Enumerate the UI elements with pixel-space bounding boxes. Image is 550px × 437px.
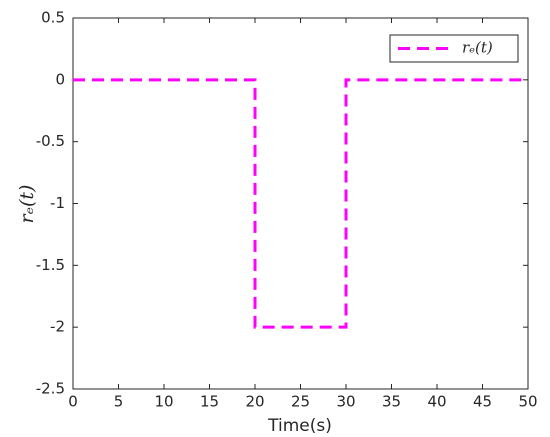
y-tick-label: -2 bbox=[50, 318, 65, 336]
y-axis-label: rₑ(t) bbox=[16, 185, 38, 224]
x-tick-label: 20 bbox=[245, 393, 264, 411]
x-tick-label: 5 bbox=[114, 393, 124, 411]
x-tick-label: 40 bbox=[427, 393, 446, 411]
legend-label: rₑ(t) bbox=[462, 39, 493, 57]
x-tick-label: 50 bbox=[518, 393, 537, 411]
x-axis-label: Time(s) bbox=[267, 416, 332, 436]
y-tick-label: 0 bbox=[55, 70, 65, 88]
y-tick-label: -2.5 bbox=[36, 380, 65, 398]
y-tick-label: -1 bbox=[50, 194, 65, 212]
x-tick-label: 0 bbox=[68, 393, 78, 411]
legend-box bbox=[389, 34, 519, 63]
y-tick-label: 0.5 bbox=[41, 9, 65, 27]
y-tick-label: -1.5 bbox=[36, 256, 65, 274]
x-tick-label: 25 bbox=[291, 393, 310, 411]
x-tick-label: 10 bbox=[154, 393, 173, 411]
x-tick-label: 15 bbox=[200, 393, 219, 411]
x-tick-label: 35 bbox=[382, 393, 401, 411]
x-tick-label: 45 bbox=[473, 393, 492, 411]
y-tick-label: -0.5 bbox=[36, 132, 65, 150]
x-tick-label: 30 bbox=[336, 393, 355, 411]
